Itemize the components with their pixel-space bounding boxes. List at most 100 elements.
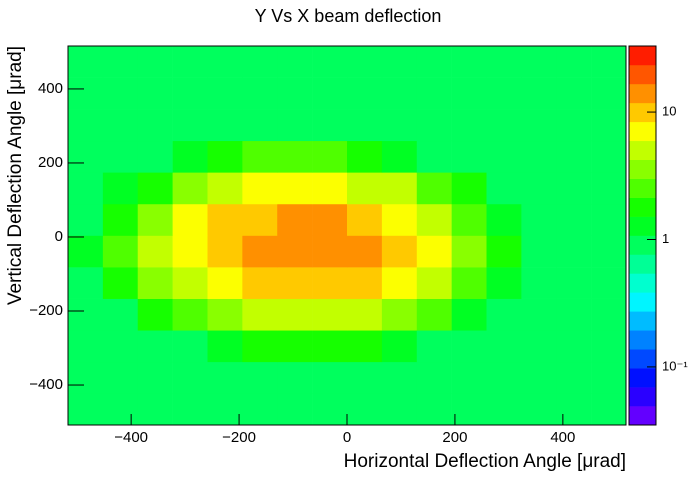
heatmap-cell — [591, 109, 627, 142]
heatmap-cell — [277, 109, 313, 142]
heatmap-cell — [347, 235, 383, 268]
heatmap-cell — [137, 77, 173, 110]
heatmap-cell — [102, 267, 139, 299]
heatmap-cell — [591, 203, 627, 236]
heatmap-cell — [451, 140, 487, 173]
heatmap-cell — [591, 267, 627, 299]
y-tick-label: −400 — [29, 376, 63, 393]
heatmap-cell — [347, 203, 383, 236]
heatmap-cell — [242, 140, 278, 173]
heatmap-cell — [591, 298, 627, 331]
heatmap-cell — [312, 330, 348, 363]
heatmap-cell — [486, 46, 522, 78]
heatmap-cell — [556, 393, 592, 426]
heatmap-cell — [207, 203, 243, 236]
colorbar-band — [629, 216, 656, 236]
heatmap-cell — [591, 393, 627, 426]
x-tick-label: −200 — [222, 429, 256, 446]
colorbar-band — [629, 102, 656, 123]
heatmap-cell — [347, 361, 383, 394]
heatmap-cell — [242, 330, 278, 363]
heatmap-cell — [68, 109, 104, 142]
heatmap-cell — [172, 393, 208, 426]
heatmap-cell — [486, 361, 522, 394]
heatmap-cell — [381, 298, 418, 331]
heatmap-cell — [312, 235, 348, 268]
heatmap-cell — [381, 140, 418, 173]
heatmap-cell — [381, 203, 418, 236]
heatmap-cell — [521, 109, 557, 142]
heatmap-cell — [312, 172, 348, 205]
colorbar-band — [629, 46, 656, 66]
heatmap-cell — [277, 361, 313, 394]
heatmap-cell — [312, 77, 348, 110]
heatmap-cell — [451, 393, 487, 426]
heatmap-cell — [416, 267, 452, 299]
heatmap-cell — [137, 46, 173, 78]
heatmap-cell — [451, 235, 487, 268]
colorbar-band — [629, 64, 656, 85]
heatmap-cell — [207, 77, 243, 110]
heatmap-cell — [347, 267, 383, 299]
heatmap-cell — [242, 393, 278, 426]
heatmap-cell — [102, 77, 139, 110]
heatmap-cell — [591, 330, 627, 363]
heatmap-cell — [277, 330, 313, 363]
heatmap-cell — [207, 393, 243, 426]
heatmap-cell — [521, 77, 557, 110]
heatmap-cell — [381, 361, 418, 394]
colorbar-band — [629, 349, 656, 369]
heatmap-cell — [312, 203, 348, 236]
heatmap-cell — [591, 361, 627, 394]
heatmap-cell — [556, 203, 592, 236]
heatmap-cell — [207, 361, 243, 394]
heatmap-cell — [416, 361, 452, 394]
y-tick-label: 0 — [55, 228, 63, 245]
heatmap-cell — [207, 298, 243, 331]
heatmap-cell — [416, 109, 452, 142]
heatmap-cell — [277, 140, 313, 173]
heatmap-cell — [68, 46, 104, 78]
heatmap-cell — [172, 298, 208, 331]
y-tick-label: 200 — [38, 154, 63, 171]
heatmap-cell — [486, 77, 522, 110]
heatmap-cell — [102, 298, 139, 331]
heatmap-cell — [521, 330, 557, 363]
heatmap-cell — [277, 203, 313, 236]
y-axis-title: Vertical Deflection Angle [μrad] — [5, 46, 26, 305]
colorbar-frame — [628, 45, 657, 426]
heatmap-cell — [68, 77, 104, 110]
colorbar-band — [629, 140, 656, 160]
x-tick-label: 400 — [550, 429, 575, 446]
heatmap-cell — [451, 109, 487, 142]
colorbar-band — [629, 83, 656, 104]
colorbar-band — [629, 292, 656, 312]
heatmap-cell — [556, 361, 592, 394]
colorbar-band — [629, 330, 656, 350]
colorbar-band — [629, 368, 656, 388]
heatmap-cell — [207, 330, 243, 363]
heatmap-cell — [68, 330, 104, 363]
heatmap-cell — [172, 267, 208, 299]
heatmap-cell — [416, 77, 452, 110]
heatmap-cell — [486, 203, 522, 236]
colorbar-band — [629, 235, 656, 255]
heatmap-cell — [277, 46, 313, 78]
heatmap-cell — [102, 330, 139, 363]
heatmap-cell — [102, 172, 139, 205]
heatmap-cell — [207, 267, 243, 299]
heatmap-cell — [68, 140, 104, 173]
heatmap-cell — [207, 140, 243, 173]
heatmap-cell — [486, 140, 522, 173]
heatmap-cell — [277, 235, 313, 268]
heatmap-cell — [242, 109, 278, 142]
heatmap-cell — [451, 330, 487, 363]
x-axis-title: Horizontal Deflection Angle [μrad] — [344, 451, 626, 472]
heatmap-cell — [312, 298, 348, 331]
heatmap-cell — [347, 330, 383, 363]
heatmap-cell — [137, 267, 173, 299]
heatmap-cell — [242, 203, 278, 236]
heatmap-cell — [521, 203, 557, 236]
heatmap-cell — [102, 46, 139, 78]
